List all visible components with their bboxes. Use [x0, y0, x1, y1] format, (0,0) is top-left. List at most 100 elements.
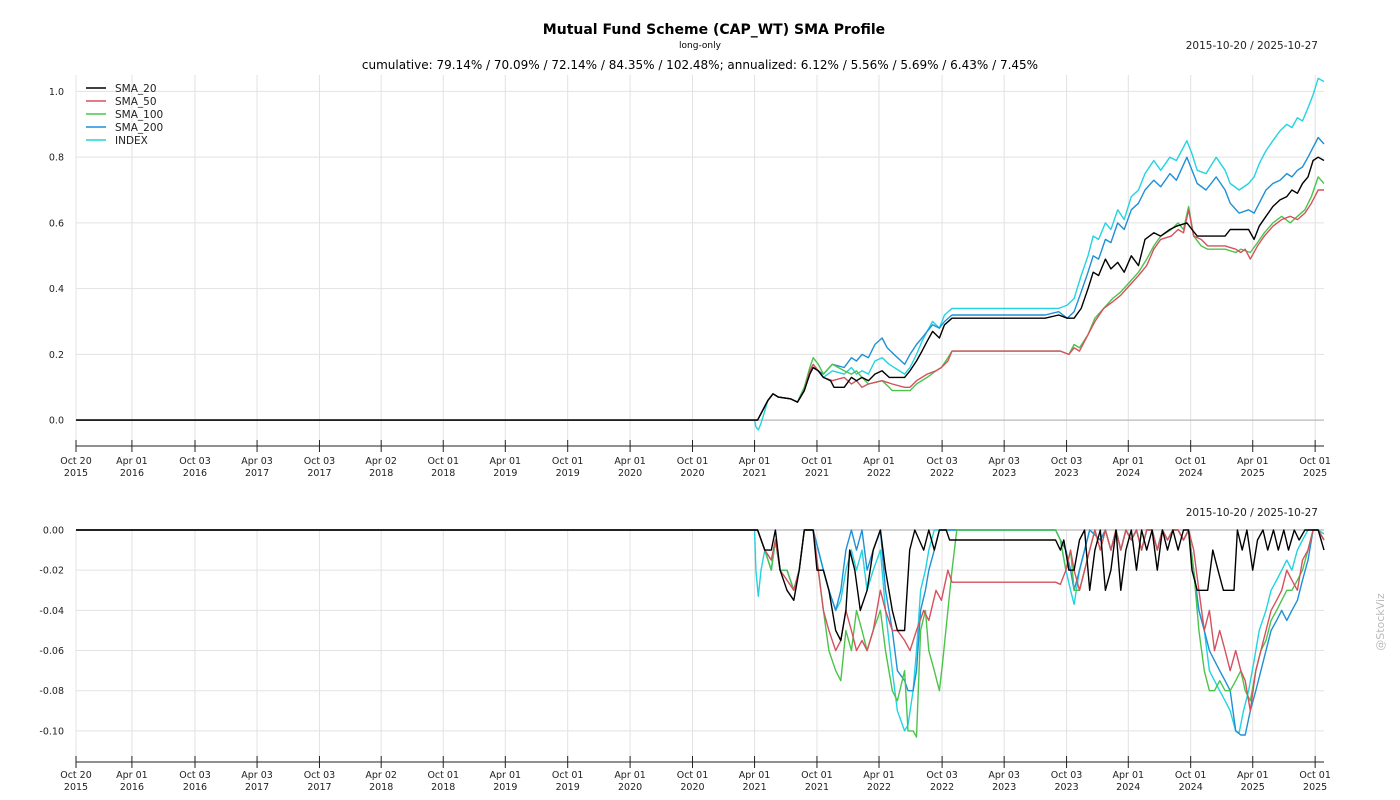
x-tick-year-label: 2023: [992, 782, 1016, 793]
x-tick-label: Oct 20: [60, 770, 92, 781]
x-tick-label: Apr 03: [988, 456, 1020, 467]
x-tick-label: Oct 01: [552, 770, 584, 781]
x-tick-year-label: 2015: [64, 782, 88, 793]
x-tick-year-label: 2018: [369, 782, 393, 793]
series-line-index: [76, 529, 1325, 734]
x-tick-year-label: 2017: [245, 468, 269, 479]
x-tick-label: Oct 03: [926, 456, 958, 467]
bottom-panel-date-range: 2015-10-20 / 2025-10-27: [1186, 507, 1318, 519]
x-tick-year-label: 2017: [307, 782, 331, 793]
x-tick-label: Apr 01: [863, 456, 895, 467]
legend-label-sma-100: SMA_100: [115, 109, 163, 121]
x-tick-year-label: 2016: [183, 468, 207, 479]
y-tick-label: -0.10: [39, 726, 64, 737]
series-line-sma-100: [76, 176, 1325, 421]
x-tick-label: Apr 03: [988, 770, 1020, 781]
series-line-sma-50: [76, 529, 1325, 712]
y-tick-label: -0.02: [39, 566, 64, 577]
x-tick-year-label: 2018: [369, 468, 393, 479]
x-tick-year-label: 2020: [680, 468, 704, 479]
y-tick-label: 0.6: [49, 218, 64, 229]
series-line-sma-200: [76, 529, 1325, 736]
x-tick-label: Oct 03: [179, 770, 211, 781]
legend-label-index: INDEX: [115, 135, 148, 147]
x-tick-year-label: 2022: [930, 782, 954, 793]
x-tick-year-label: 2016: [120, 782, 144, 793]
x-tick-label: Oct 01: [1299, 456, 1331, 467]
y-tick-label: 0.2: [49, 350, 64, 361]
x-tick-label: Apr 01: [614, 456, 646, 467]
x-tick-year-label: 2023: [1054, 782, 1078, 793]
y-tick-label: 1.0: [49, 87, 64, 98]
x-tick-year-label: 2025: [1303, 468, 1327, 479]
watermark: @StockViz: [1374, 593, 1387, 651]
legend-label-sma-50: SMA_50: [115, 96, 157, 108]
x-tick-label: Oct 03: [926, 770, 958, 781]
x-tick-year-label: 2021: [805, 782, 829, 793]
x-tick-label: Oct 03: [304, 770, 336, 781]
x-tick-label: Apr 01: [1237, 770, 1269, 781]
x-tick-label: Oct 01: [427, 770, 459, 781]
x-tick-label: Oct 01: [801, 770, 833, 781]
x-tick-year-label: 2025: [1303, 782, 1327, 793]
legend-label-sma-200: SMA_200: [115, 122, 163, 134]
series-line-sma-20: [76, 156, 1325, 421]
x-tick-year-label: 2016: [120, 468, 144, 479]
x-tick-year-label: 2019: [493, 468, 517, 479]
x-tick-year-label: 2021: [805, 468, 829, 479]
x-tick-year-label: 2018: [431, 782, 455, 793]
x-tick-year-label: 2023: [992, 468, 1016, 479]
series-line-sma-100: [76, 529, 1325, 738]
series-line-sma-50: [76, 189, 1324, 421]
x-tick-label: Apr 01: [614, 770, 646, 781]
x-tick-year-label: 2024: [1116, 782, 1140, 793]
x-tick-year-label: 2020: [618, 782, 642, 793]
x-tick-label: Apr 03: [241, 456, 273, 467]
x-tick-year-label: 2020: [618, 468, 642, 479]
x-tick-label: Oct 01: [427, 456, 459, 467]
x-tick-year-label: 2025: [1241, 468, 1265, 479]
x-tick-year-label: 2021: [742, 468, 766, 479]
top-panel-date-range: 2015-10-20 / 2025-10-27: [1186, 40, 1318, 52]
x-tick-label: Oct 03: [1051, 770, 1083, 781]
x-tick-label: Apr 03: [241, 770, 273, 781]
x-tick-label: Oct 01: [677, 770, 709, 781]
y-tick-label: 0.00: [43, 526, 64, 537]
x-tick-year-label: 2019: [556, 468, 580, 479]
x-tick-year-label: 2019: [556, 782, 580, 793]
x-tick-label: Oct 03: [304, 456, 336, 467]
x-tick-year-label: 2024: [1179, 782, 1203, 793]
series-line-index: [76, 77, 1325, 431]
x-tick-year-label: 2018: [431, 468, 455, 479]
x-tick-year-label: 2022: [930, 468, 954, 479]
x-tick-label: Oct 01: [1175, 770, 1207, 781]
x-tick-label: Oct 01: [552, 456, 584, 467]
x-tick-label: Apr 01: [863, 770, 895, 781]
series-line-sma-20: [76, 529, 1325, 642]
x-tick-label: Apr 02: [365, 456, 397, 467]
x-tick-year-label: 2024: [1179, 468, 1203, 479]
x-tick-year-label: 2017: [307, 468, 331, 479]
performance-summary: cumulative: 79.14% / 70.09% / 72.14% / 8…: [362, 58, 1038, 72]
x-tick-label: Apr 01: [1113, 456, 1145, 467]
x-tick-label: Oct 01: [1299, 770, 1331, 781]
y-tick-label: 0.8: [49, 153, 64, 164]
x-tick-label: Apr 01: [739, 770, 771, 781]
x-tick-label: Apr 01: [490, 456, 522, 467]
x-tick-label: Oct 01: [1175, 456, 1207, 467]
x-tick-year-label: 2022: [867, 782, 891, 793]
x-tick-year-label: 2021: [742, 782, 766, 793]
x-tick-label: Apr 01: [1113, 770, 1145, 781]
y-tick-label: 0.0: [49, 416, 64, 427]
x-tick-year-label: 2019: [493, 782, 517, 793]
y-tick-label: -0.06: [39, 646, 64, 657]
x-tick-year-label: 2020: [680, 782, 704, 793]
x-tick-year-label: 2015: [64, 468, 88, 479]
x-tick-label: Oct 03: [179, 456, 211, 467]
y-tick-label: 0.4: [49, 284, 64, 295]
x-tick-label: Apr 02: [365, 770, 397, 781]
